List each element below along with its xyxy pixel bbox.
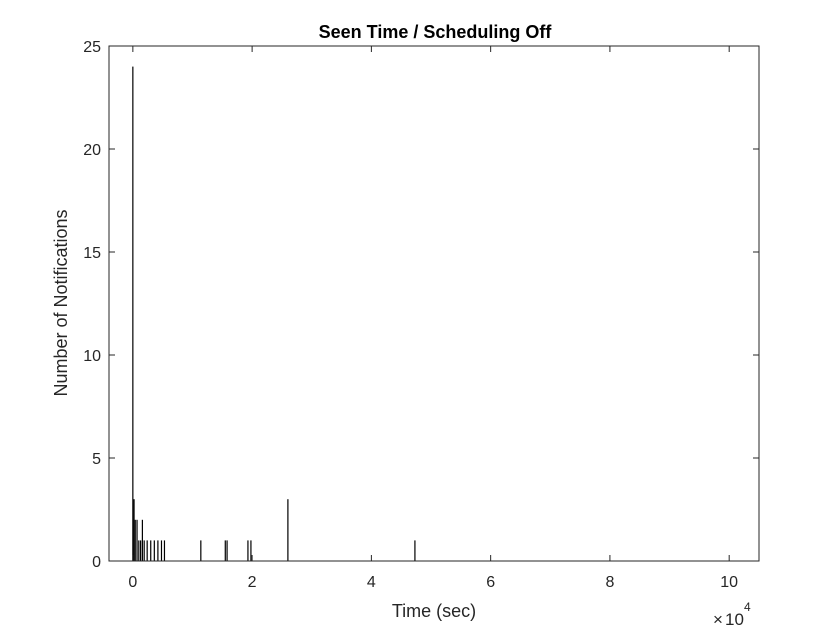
y-tick-label-2: 10 (83, 348, 101, 365)
axes-box (108, 45, 760, 562)
x-axis-multiplier: × 10 4 (713, 600, 751, 629)
bar-10 (153, 540, 155, 561)
multiplier-exponent: 4 (744, 600, 751, 614)
bar-4 (138, 540, 140, 561)
bar-3 (136, 519, 138, 561)
x-axis-ticks: 0 2 4 6 8 10 (128, 46, 738, 591)
bar-2 (134, 519, 136, 561)
x-tick-label-2: 4 (367, 574, 376, 591)
chart-title: Seen Time / Scheduling Off (319, 22, 553, 42)
x-tick-label-4: 8 (605, 574, 614, 591)
bar-17 (247, 540, 249, 561)
bar-8 (146, 540, 148, 561)
bar-12 (160, 540, 163, 561)
bar-0 (132, 66, 134, 561)
bar-1 (133, 499, 135, 561)
bar-7 (143, 540, 145, 561)
bar-19 (287, 499, 289, 561)
y-axis-ticks: 0 5 10 15 20 25 (83, 39, 759, 571)
x-axis-label: Time (sec) (392, 601, 476, 621)
bar-20 (414, 540, 416, 561)
bar-group (132, 66, 416, 561)
y-tick-label-3: 15 (83, 245, 101, 262)
y-tick-label-4: 20 (83, 142, 101, 159)
x-tick-label-3: 6 (486, 574, 495, 591)
bar-14 (200, 540, 202, 561)
y-tick-label-5: 25 (83, 39, 101, 56)
bar-11 (157, 540, 159, 561)
bar-9 (150, 540, 152, 561)
bar-16 (226, 540, 228, 561)
bar-15 (224, 540, 226, 561)
multiplier-base: 10 (725, 610, 744, 629)
x-tick-label-5: 10 (720, 574, 738, 591)
plot-area: 0 2 4 6 8 10 0 5 10 15 20 25 (83, 39, 760, 591)
y-axis-label: Number of Notifications (51, 209, 71, 396)
y-tick-label-0: 0 (92, 554, 101, 571)
bar-6 (141, 519, 143, 561)
bar-5 (140, 540, 142, 561)
bar-18 (250, 540, 252, 561)
x-tick-label-1: 2 (248, 574, 257, 591)
multiplier-times: × (713, 610, 723, 629)
y-tick-label-1: 5 (92, 451, 101, 468)
bar-13 (163, 540, 166, 561)
x-tick-label-0: 0 (128, 574, 137, 591)
